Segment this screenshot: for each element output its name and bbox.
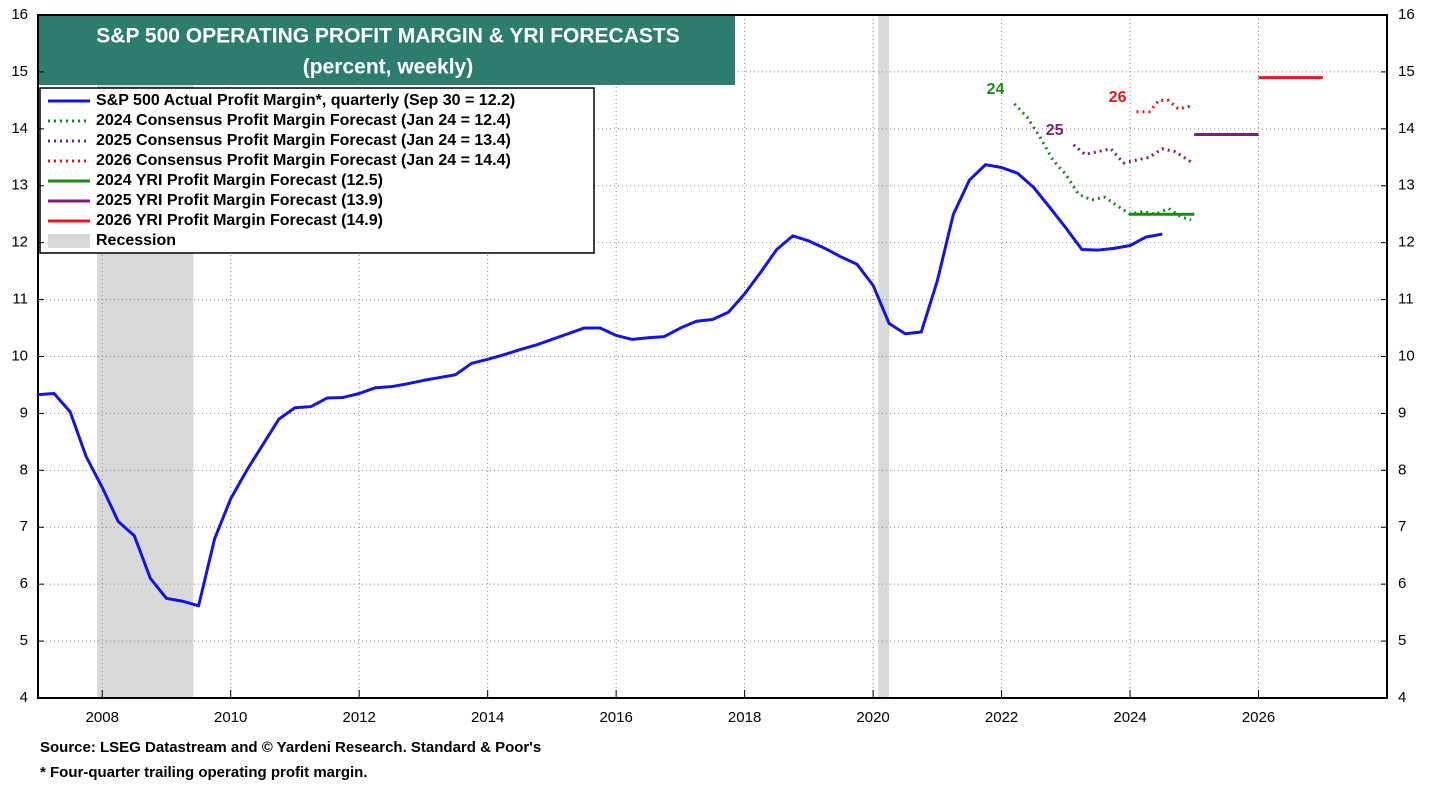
source-note: Source: LSEG Datastream and © Yardeni Re… xyxy=(40,739,541,756)
y-tick-label: 15 xyxy=(11,63,28,80)
y2-tick-label: 10 xyxy=(1398,347,1415,364)
x-tick-label: 2008 xyxy=(86,709,119,726)
x-tick-label: 2022 xyxy=(985,709,1018,726)
y2-tick-label: 6 xyxy=(1398,575,1406,592)
y-tick-label: 12 xyxy=(11,234,28,251)
title-box xyxy=(38,15,735,85)
series-line xyxy=(1136,98,1192,114)
series-annotation: 24 xyxy=(987,81,1005,98)
recession-band xyxy=(878,15,890,698)
y-tick-label: 4 xyxy=(20,689,28,706)
y2-tick-label: 5 xyxy=(1398,632,1406,649)
y-tick-label: 8 xyxy=(20,461,28,478)
y2-tick-label: 7 xyxy=(1398,518,1406,535)
legend-label: S&P 500 Actual Profit Margin*, quarterly… xyxy=(96,92,515,109)
footnote: * Four-quarter trailing operating profit… xyxy=(40,764,368,781)
legend-label: Recession xyxy=(96,232,176,249)
y2-tick-label: 15 xyxy=(1398,63,1415,80)
y2-tick-label: 14 xyxy=(1398,120,1415,137)
y-tick-label: 16 xyxy=(11,6,28,23)
series-line xyxy=(1013,102,1192,222)
x-tick-label: 2018 xyxy=(728,709,761,726)
y2-tick-label: 4 xyxy=(1398,689,1406,706)
legend-label: 2026 Consensus Profit Margin Forecast (J… xyxy=(96,152,511,169)
y-tick-label: 13 xyxy=(11,177,28,194)
series-annotation: 26 xyxy=(1109,89,1127,106)
series-line xyxy=(1072,143,1192,165)
x-tick-label: 2010 xyxy=(214,709,247,726)
y2-tick-label: 16 xyxy=(1398,6,1415,23)
y2-tick-label: 11 xyxy=(1398,291,1414,308)
y-tick-label: 5 xyxy=(20,632,28,649)
legend-label: 2026 YRI Profit Margin Forecast (14.9) xyxy=(96,212,383,229)
chart-title: S&P 500 OPERATING PROFIT MARGIN & YRI FO… xyxy=(96,25,679,48)
y2-tick-label: 8 xyxy=(1398,461,1406,478)
y-tick-label: 11 xyxy=(12,291,28,308)
y2-tick-label: 12 xyxy=(1398,234,1415,251)
legend-label: 2025 Consensus Profit Margin Forecast (J… xyxy=(96,132,511,149)
x-tick-label: 2016 xyxy=(599,709,632,726)
y-tick-label: 6 xyxy=(20,575,28,592)
y-tick-label: 10 xyxy=(11,347,28,364)
y-tick-label: 9 xyxy=(20,404,28,421)
x-tick-label: 2020 xyxy=(856,709,889,726)
x-tick-label: 2026 xyxy=(1242,709,1275,726)
series-line xyxy=(37,163,1163,608)
series-annotation: 25 xyxy=(1046,122,1064,139)
x-tick-label: 2024 xyxy=(1113,709,1146,726)
legend-label: 2025 YRI Profit Margin Forecast (13.9) xyxy=(96,192,383,209)
legend-swatch xyxy=(48,234,90,248)
y2-tick-label: 9 xyxy=(1398,404,1406,421)
x-tick-label: 2014 xyxy=(471,709,504,726)
y-tick-label: 14 xyxy=(11,120,28,137)
y2-tick-label: 13 xyxy=(1398,177,1415,194)
x-tick-label: 2012 xyxy=(343,709,376,726)
chart-subtitle: (percent, weekly) xyxy=(303,56,473,79)
legend-label: 2024 Consensus Profit Margin Forecast (J… xyxy=(96,112,511,129)
legend-label: 2024 YRI Profit Margin Forecast (12.5) xyxy=(96,172,383,189)
legend-box xyxy=(39,87,595,254)
y-tick-label: 7 xyxy=(20,518,28,535)
plot-frame xyxy=(37,14,1388,699)
